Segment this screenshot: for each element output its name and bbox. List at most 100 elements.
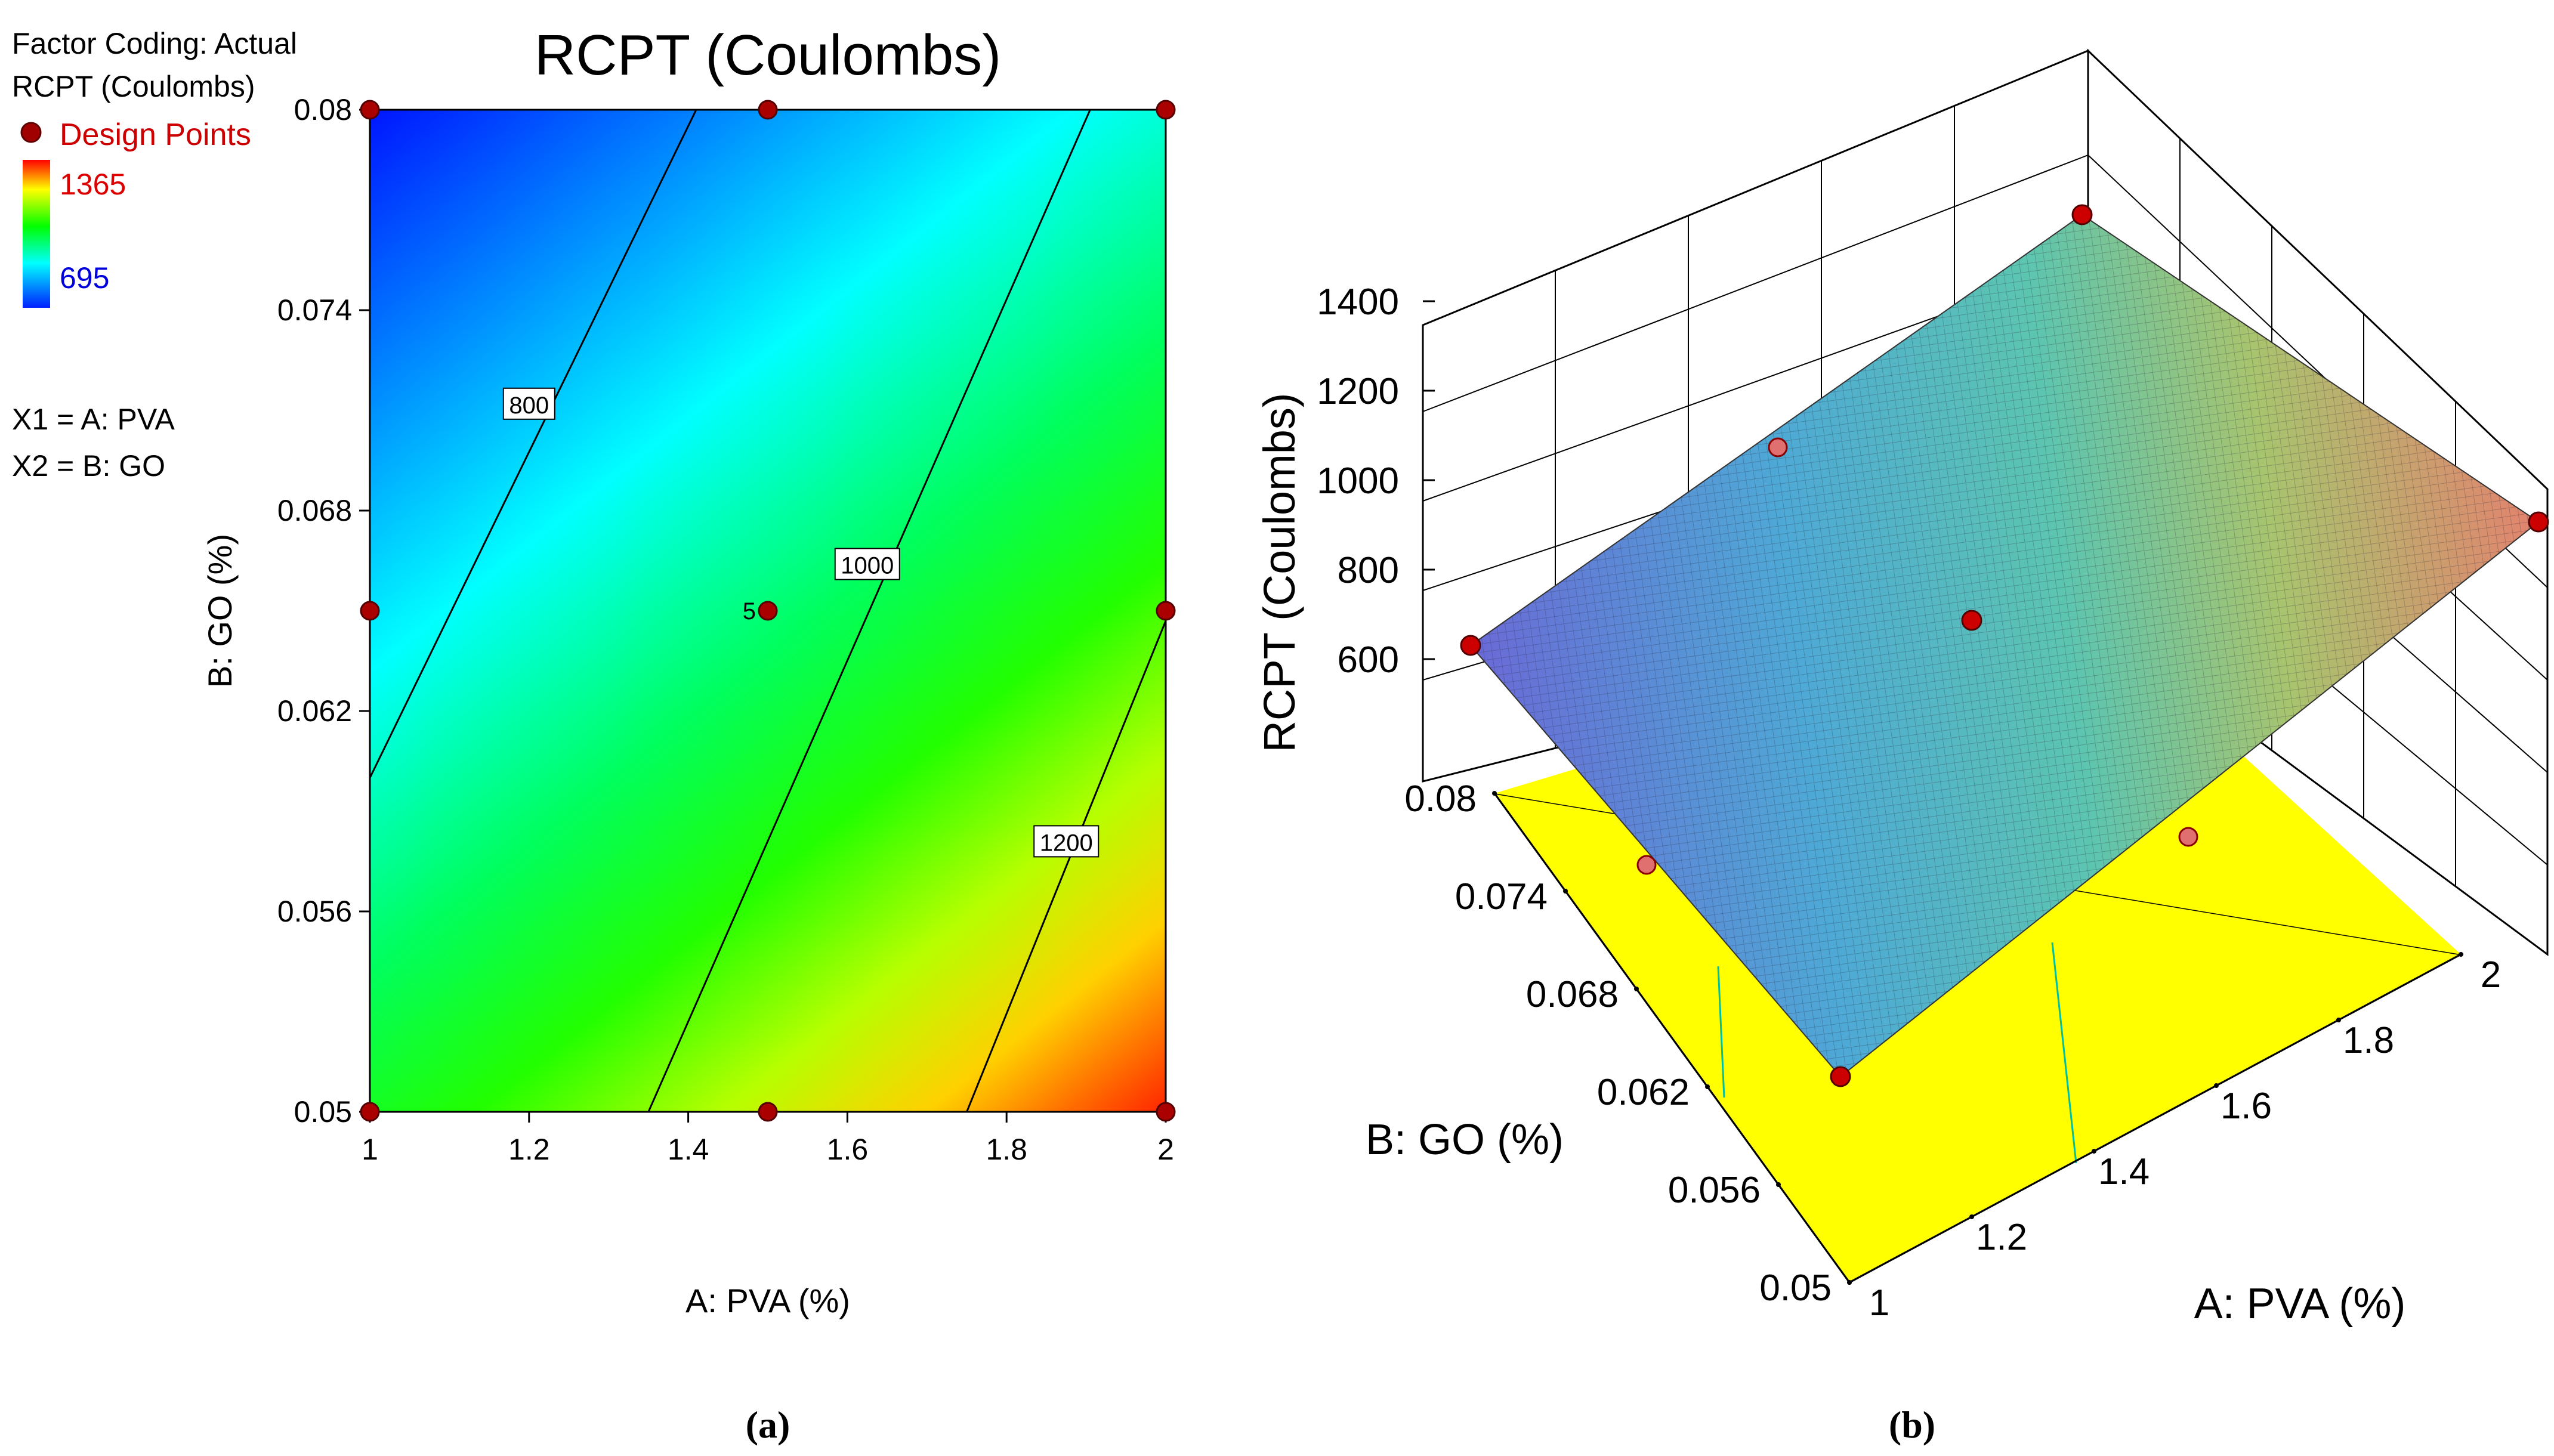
contour-title: RCPT (Coulombs) <box>535 23 1001 87</box>
design-point <box>758 1102 778 1122</box>
x-axis-ticks: 1 1.2 1.4 1.6 1.8 2 <box>362 1112 1174 1166</box>
contour-label-box <box>834 548 900 580</box>
pva-tick-mark <box>1847 1280 1852 1285</box>
legend-design-points: Design Points <box>60 118 251 152</box>
y-tick-label: 0.062 <box>277 694 352 728</box>
caption-a: (a) <box>746 1404 790 1446</box>
pva-tick-label: 1.8 <box>2343 1020 2394 1061</box>
surface-point <box>1460 635 1481 656</box>
pva-tick-mark <box>2092 1149 2096 1154</box>
pva-axis-ticks: 1 1.2 1.4 1.6 1.8 2 <box>1847 952 2501 1324</box>
contour-lines: 800 1000 1200 <box>369 109 1167 1112</box>
go-axis-line <box>1493 793 1851 1283</box>
contour-x-label: A: PVA (%) <box>685 1282 850 1319</box>
design-point-legend-marker <box>20 122 42 143</box>
design-point <box>1156 100 1176 120</box>
pva-tick-label: 2 <box>2481 954 2501 996</box>
go-tick-label: 0.05 <box>1759 1268 1832 1309</box>
design-point <box>758 100 778 120</box>
y-tick-label: 0.08 <box>294 93 352 126</box>
z-axis-ticks: 600 800 1000 1200 1400 <box>1317 282 1435 681</box>
y-tick-label: 0.074 <box>277 293 352 327</box>
surface-point <box>1768 437 1788 457</box>
surface-point <box>1830 1066 1851 1087</box>
pva-tick-mark <box>2336 1018 2341 1022</box>
response-surface-mesh <box>1471 215 2538 1077</box>
design-point <box>360 1102 380 1122</box>
color-scale-min: 695 <box>60 261 109 295</box>
go-tick-label: 0.062 <box>1597 1072 1690 1113</box>
contour-line-800 <box>369 109 697 778</box>
go-tick-mark <box>1563 889 1568 894</box>
design-point <box>360 100 380 120</box>
design-point <box>1156 601 1176 621</box>
pva-tick-mark <box>2459 952 2463 957</box>
contour-label-800: 800 <box>509 392 549 419</box>
design-point <box>1156 1102 1176 1122</box>
design-point <box>758 601 778 621</box>
go-tick-label: 0.068 <box>1526 974 1619 1015</box>
design-point-replicates: 5 <box>743 598 756 625</box>
x-tick-label: 1.8 <box>986 1133 1027 1166</box>
contour-line-1200 <box>966 620 1167 1112</box>
y-tick-label: 0.056 <box>277 895 352 928</box>
go-tick-mark <box>1492 791 1497 796</box>
go-tick-label: 0.074 <box>1455 876 1548 917</box>
pva-tick-label: 1.4 <box>2098 1151 2150 1192</box>
contour-label-1000: 1000 <box>841 553 894 579</box>
surface-z-label: RCPT (Coulombs) <box>1255 392 1304 752</box>
surface-point <box>2071 204 2093 225</box>
surface-point <box>1636 855 1657 875</box>
color-scale-max: 1365 <box>60 168 126 201</box>
y-axis-ticks: 0.05 0.056 0.062 0.068 0.074 0.08 <box>277 93 370 1129</box>
x-tick-label: 1.6 <box>827 1133 869 1166</box>
contour-label-box <box>1033 825 1100 858</box>
surface-point <box>2178 827 2198 847</box>
z-tick-label: 1200 <box>1317 371 1399 412</box>
pva-tick-label: 1.2 <box>1976 1217 2027 1258</box>
color-scale-bar <box>23 160 50 308</box>
contour-y-label: B: GO (%) <box>201 534 239 688</box>
contour-label-box <box>502 387 555 420</box>
y-tick-label: 0.05 <box>294 1095 352 1129</box>
contour-label-1200: 1200 <box>1040 830 1093 856</box>
y-tick-label: 0.068 <box>277 494 352 527</box>
legend-factor-coding: Factor Coding: Actual <box>12 27 297 60</box>
floor-contour-line <box>1717 966 1725 1098</box>
surface-design-points <box>1460 204 2549 1087</box>
go-tick-label: 0.08 <box>1404 778 1477 820</box>
legend-response: RCPT (Coulombs) <box>12 70 255 103</box>
x-tick-label: 1 <box>362 1133 378 1166</box>
pva-axis-line <box>1849 953 2462 1284</box>
z-tick-label: 1400 <box>1317 282 1399 323</box>
legend-x1: X1 = A: PVA <box>12 403 175 436</box>
z-tick-label: 1000 <box>1317 460 1399 502</box>
design-point <box>360 601 380 621</box>
surface-x-label: A: PVA (%) <box>2194 1280 2406 1328</box>
pva-tick-mark <box>2214 1083 2219 1088</box>
go-tick-mark <box>1634 987 1639 991</box>
surface-point <box>1961 610 1982 631</box>
go-tick-label: 0.056 <box>1668 1170 1761 1211</box>
x-tick-label: 1.4 <box>668 1133 709 1166</box>
pva-tick-mark <box>1969 1214 1974 1219</box>
surface-point <box>2528 511 2549 533</box>
surface-y-label: B: GO (%) <box>1366 1116 1564 1164</box>
x-tick-label: 1.2 <box>508 1133 550 1166</box>
z-tick-label: 800 <box>1338 550 1399 591</box>
floor-contour-line <box>2051 942 2077 1164</box>
contour-line-1000 <box>647 109 1091 1112</box>
pva-tick-label: 1 <box>1869 1282 1889 1324</box>
pva-tick-label: 1.6 <box>2221 1086 2272 1127</box>
z-tick-label: 600 <box>1338 639 1399 681</box>
legend-x2: X2 = B: GO <box>12 449 165 483</box>
caption-b: (b) <box>1889 1404 1935 1446</box>
go-axis-ticks: 0.05 0.056 0.062 0.068 0.074 0.08 <box>1404 778 1852 1309</box>
go-tick-mark <box>1776 1182 1781 1187</box>
go-tick-mark <box>1705 1084 1710 1089</box>
x-tick-label: 2 <box>1157 1133 1174 1166</box>
design-points: 5 <box>360 100 1176 1122</box>
contour-panel: Factor Coding: Actual RCPT (Coulombs) De… <box>12 23 1176 1446</box>
